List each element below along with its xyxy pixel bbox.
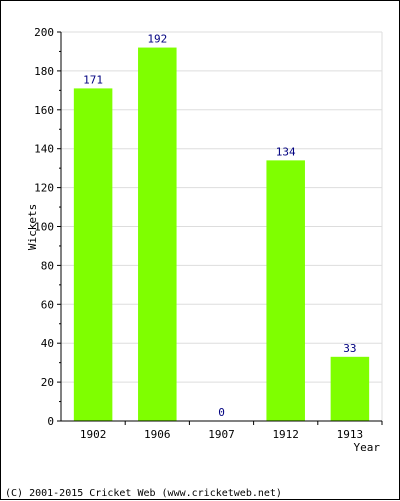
value-label-1913: 33 [343,342,356,355]
x-axis-title: Year [354,441,381,454]
y-axis-title: Wickets [26,204,39,250]
y-tick-label: 80 [41,259,54,272]
value-label-1912: 134 [276,145,296,158]
y-tick-label: 40 [41,337,54,350]
value-labels: 171 192 0 134 33 [83,33,356,419]
y-tick-label: 160 [34,104,54,117]
y-tick-label: 60 [41,298,54,311]
y-tick-label: 140 [34,143,54,156]
y-tick-label: 100 [34,221,54,234]
x-tick-label: 1906 [144,428,171,441]
x-tick-label: 1912 [272,428,299,441]
bars [73,47,370,422]
x-tick-label: 1902 [80,428,107,441]
bar-1912 [266,160,305,421]
x-tick-label: 1913 [337,428,364,441]
y-tick-label: 20 [41,376,54,389]
y-tick-label: 120 [34,182,54,195]
y-ticks: 0 20 40 60 80 100 120 140 160 180 200 [34,26,61,428]
value-label-1906: 192 [147,33,167,46]
bar-1906 [138,47,177,422]
y-tick-label: 200 [34,26,54,39]
value-label-1902: 171 [83,73,103,86]
value-label-1907: 0 [218,406,225,419]
copyright-footer: (C) 2001-2015 Cricket Web (www.cricketwe… [5,488,282,499]
bar-1913 [330,356,370,421]
x-ticks: 1902 1906 1907 1912 1913 [80,421,383,441]
bar-1902 [73,88,113,421]
y-tick-label: 0 [47,415,54,428]
gridlines [61,31,383,421]
x-tick-label: 1907 [208,428,235,441]
y-tick-label: 180 [34,65,54,78]
